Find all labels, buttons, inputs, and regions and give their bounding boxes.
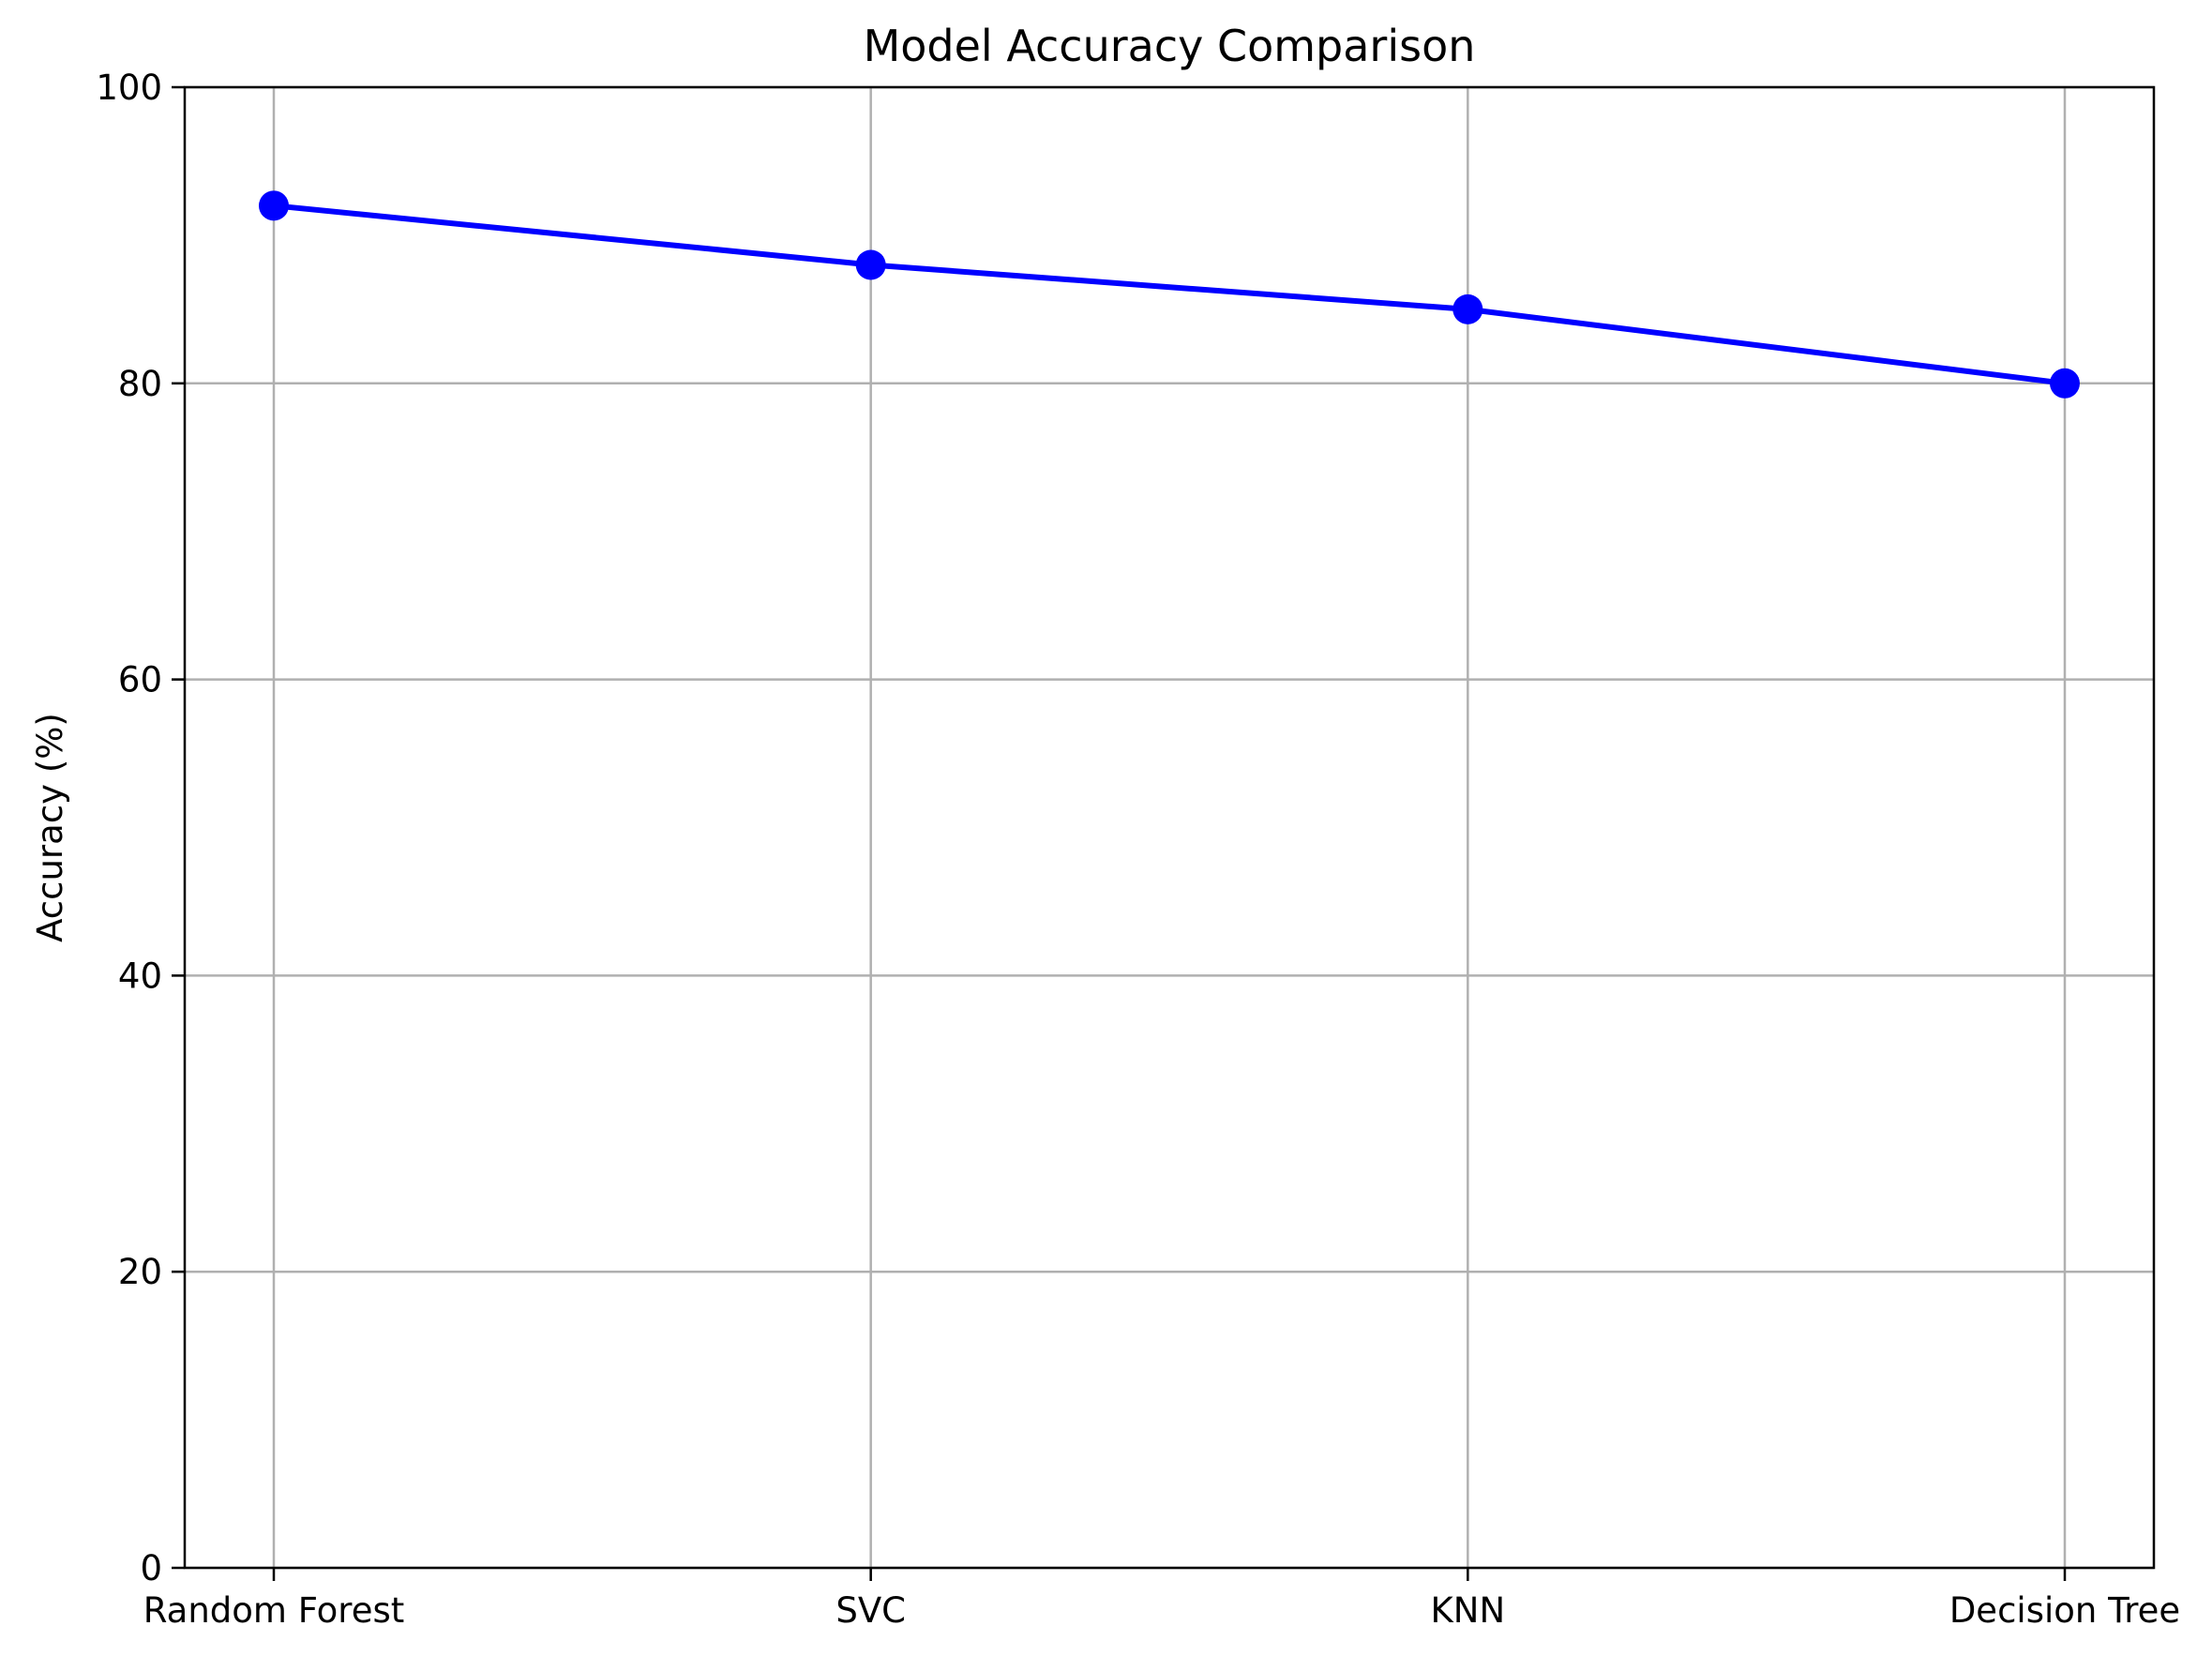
x-tick-label: KNN	[1431, 1590, 1506, 1631]
x-tick-label: SVC	[835, 1590, 906, 1631]
data-point	[1452, 294, 1483, 324]
y-tick-label: 60	[118, 660, 162, 700]
ticks-layer: Random Forest SVC KNN Decision Tree 0 20 40 60 8…	[96, 68, 2180, 1631]
data-point	[259, 190, 289, 221]
axes-layer	[183, 85, 2156, 1570]
grid-layer	[185, 85, 2154, 1570]
data-point	[855, 249, 886, 280]
y-tick-label: 80	[118, 364, 162, 404]
series-line	[273, 203, 2066, 386]
y-tick-label: 20	[118, 1252, 162, 1292]
x-tick-label: Decision Tree	[1949, 1590, 2180, 1631]
x-tick-label: Random Forest	[143, 1590, 405, 1631]
chart-title: Model Accuracy Comparison	[864, 21, 1476, 71]
y-axis-label: Accuracy (%)	[30, 713, 70, 942]
y-tick-label: 0	[140, 1548, 162, 1588]
y-tick-label: 100	[96, 68, 162, 108]
y-tick-label: 40	[118, 956, 162, 996]
data-point	[2050, 368, 2080, 399]
series-layer	[259, 190, 2080, 399]
plot-frame	[183, 85, 2156, 1570]
